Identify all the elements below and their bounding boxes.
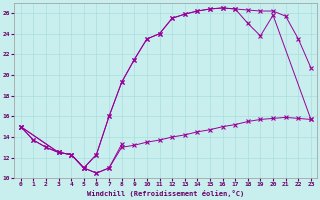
X-axis label: Windchill (Refroidissement éolien,°C): Windchill (Refroidissement éolien,°C) [87,190,244,197]
